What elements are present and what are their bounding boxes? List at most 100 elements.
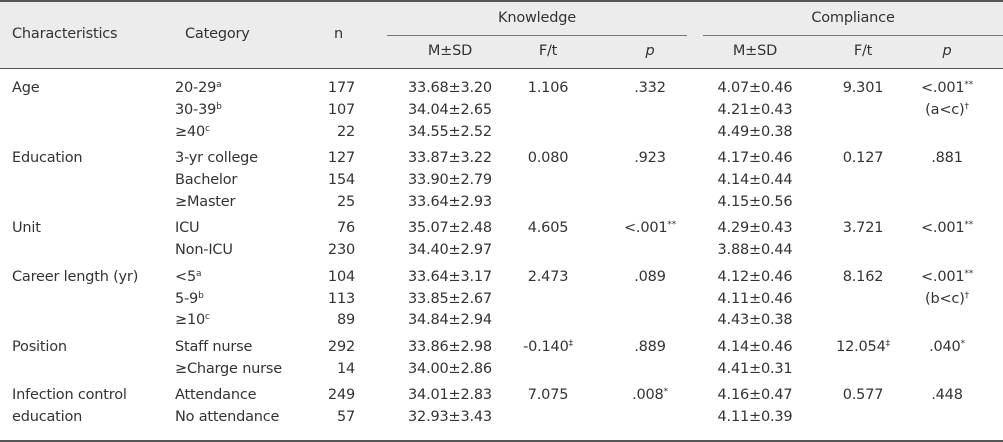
category-cell-text: ≥Master (175, 194, 236, 210)
category-cell-text: 3-yr college (175, 150, 258, 166)
compliance-msd-cell: 4.43±0.38 (705, 312, 805, 328)
characteristic-label: education (12, 409, 82, 425)
category-cell: ≥40c (175, 124, 335, 140)
n-cell: 127 (295, 150, 355, 166)
compliance-ft-cell-superscript: ‡ (885, 339, 891, 349)
knowledge-msd-cell-text: 33.85±2.67 (408, 291, 492, 307)
knowledge-p-cell-superscript: ** (667, 220, 677, 230)
compliance-msd-cell-text: 4.07±0.46 (717, 80, 793, 96)
compliance-msd-cell-text: 4.17±0.46 (717, 150, 793, 166)
characteristic-label-text: Position (12, 339, 67, 355)
knowledge-p-cell: .089 (600, 269, 700, 285)
category-cell-text: No attendance (175, 409, 280, 425)
knowledge-msd-cell: 34.40±2.97 (400, 242, 500, 258)
compliance-msd-cell-text: 3.88±0.44 (717, 242, 793, 258)
category-cell: 3-yr college (175, 150, 335, 166)
n-cell: 89 (295, 312, 355, 328)
compliance-msd-cell: 4.16±0.47 (705, 387, 805, 403)
compliance-ft-cell: 8.162 (813, 269, 913, 285)
n-cell-text: 292 (327, 339, 355, 355)
compliance-p-cell-text: (a<c) (925, 102, 965, 118)
compliance-p-cell-superscript: † (964, 291, 970, 301)
category-cell: Staff nurse (175, 339, 335, 355)
knowledge-ft-cell: 4.605 (498, 220, 598, 236)
knowledge-msd-cell: 32.93±3.43 (400, 409, 500, 425)
knowledge-ft-cell: 0.080 (498, 150, 598, 166)
n-cell: 154 (295, 172, 355, 188)
knowledge-underline (387, 35, 687, 36)
knowledge-msd-cell-text: 34.04±2.65 (408, 102, 492, 118)
compliance-p-cell-text: (b<c) (925, 291, 965, 307)
compliance-msd-cell-text: 4.12±0.46 (717, 269, 793, 285)
compliance-p-cell-text: <.001 (920, 220, 965, 236)
knowledge-msd-cell: 33.86±2.98 (400, 339, 500, 355)
compliance-p-cell: (b<c)† (897, 291, 997, 307)
compliance-p-cell-superscript: * (960, 339, 966, 349)
compliance-msd-cell-text: 4.21±0.43 (717, 102, 793, 118)
knowledge-ft-cell-superscript: ‡ (568, 339, 574, 349)
n-cell: 25 (295, 194, 355, 210)
category-cell-superscript: b (216, 102, 222, 112)
category-cell: Non-ICU (175, 242, 335, 258)
compliance-msd-cell: 4.11±0.39 (705, 409, 805, 425)
category-cell-text: ≥40 (175, 124, 206, 140)
header-n: n (334, 26, 343, 42)
compliance-msd-cell: 4.12±0.46 (705, 269, 805, 285)
compliance-msd-cell-text: 4.43±0.38 (717, 312, 793, 328)
knowledge-ft-cell: 7.075 (498, 387, 598, 403)
knowledge-p-cell-text: .923 (634, 150, 666, 166)
compliance-ft-cell: 0.577 (813, 387, 913, 403)
knowledge-p-cell: .889 (600, 339, 700, 355)
compliance-msd-cell: 3.88±0.44 (705, 242, 805, 258)
compliance-msd-cell-text: 4.15±0.56 (717, 194, 793, 210)
knowledge-p-cell-superscript: * (663, 387, 669, 397)
category-cell: 30-39b (175, 102, 335, 118)
compliance-p-cell: <.001** (897, 80, 997, 96)
n-cell-text: 14 (336, 361, 355, 377)
knowledge-ft-cell-text: -0.140 (523, 339, 569, 355)
knowledge-msd-cell-text: 33.86±2.98 (408, 339, 492, 355)
header-compliance: Compliance (811, 10, 895, 26)
header-knowledge-ft: F/t (538, 43, 558, 59)
knowledge-msd-cell: 33.68±3.20 (400, 80, 500, 96)
knowledge-msd-cell-text: 33.68±3.20 (408, 80, 492, 96)
characteristic-label: Age (12, 80, 40, 96)
header-compliance-p: p (942, 43, 952, 59)
category-cell: 5-9b (175, 291, 335, 307)
n-cell-text: 177 (327, 80, 355, 96)
compliance-msd-cell: 4.17±0.46 (705, 150, 805, 166)
category-cell-superscript: c (205, 312, 210, 322)
category-cell: No attendance (175, 409, 335, 425)
knowledge-p-cell-text: .332 (634, 80, 666, 96)
knowledge-msd-cell-text: 33.90±2.79 (408, 172, 492, 188)
compliance-msd-cell-text: 4.16±0.47 (717, 387, 793, 403)
category-cell-superscript: a (195, 269, 202, 279)
knowledge-ft-cell-text: 2.473 (527, 269, 569, 285)
knowledge-p-cell: .332 (600, 80, 700, 96)
category-cell: ≥10c (175, 312, 335, 328)
bottom-rule (0, 440, 1003, 442)
knowledge-p-cell: .923 (600, 150, 700, 166)
category-cell-text: ICU (175, 220, 200, 236)
knowledge-msd-cell-text: 34.84±2.94 (408, 312, 492, 328)
characteristic-label: Unit (12, 220, 41, 236)
knowledge-msd-cell-text: 33.87±3.22 (408, 150, 492, 166)
category-cell-superscript: a (216, 80, 222, 90)
knowledge-ft-cell: -0.140‡ (498, 339, 598, 355)
compliance-p-cell: .448 (897, 387, 997, 403)
characteristic-label: Career length (yr) (12, 269, 138, 285)
knowledge-msd-cell: 33.90±2.79 (400, 172, 500, 188)
knowledge-msd-cell: 35.07±2.48 (400, 220, 500, 236)
header-category: Category (185, 26, 250, 42)
compliance-p-cell-superscript: † (964, 102, 970, 112)
compliance-p-cell: <.001** (897, 220, 997, 236)
compliance-msd-cell-text: 4.49±0.38 (717, 124, 793, 140)
knowledge-msd-cell: 33.87±3.22 (400, 150, 500, 166)
n-cell-text: 113 (327, 291, 355, 307)
compliance-p-cell-text: <.001 (920, 80, 965, 96)
compliance-p-cell-text: <.001 (920, 269, 965, 285)
knowledge-msd-cell: 33.64±2.93 (400, 194, 500, 210)
compliance-ft-cell-text: 8.162 (842, 269, 884, 285)
knowledge-p-cell: <.001** (600, 220, 700, 236)
compliance-p-cell: .040* (897, 339, 997, 355)
